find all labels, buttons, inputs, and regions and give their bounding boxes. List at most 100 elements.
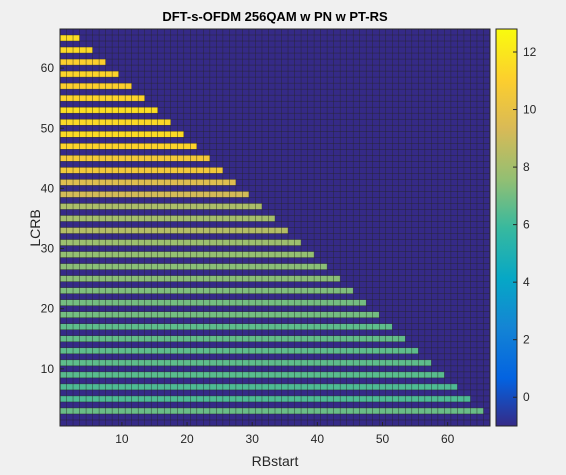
heatmap-cell [183, 287, 191, 294]
heatmap-cell [177, 407, 184, 414]
heatmap-cell [105, 155, 113, 162]
heatmap-cell [183, 191, 191, 198]
heatmap-cell [261, 275, 269, 282]
heatmap-cell [73, 215, 80, 222]
heatmap-cell [66, 83, 74, 90]
heatmap-cell [170, 227, 178, 234]
heatmap-cell [327, 395, 334, 402]
heatmap-cell [359, 311, 367, 318]
heatmap-cell [255, 359, 262, 366]
heatmap-cell [164, 395, 171, 402]
heatmap-cell [385, 347, 393, 354]
heatmap-cell [301, 371, 308, 378]
heatmap-cell [99, 167, 106, 174]
heatmap-cell [216, 323, 223, 330]
heatmap-cell [242, 251, 249, 258]
heatmap-cell [144, 299, 152, 306]
heatmap-cell [294, 239, 302, 246]
heatmap-cell [229, 191, 236, 198]
heatmap-cell [79, 131, 87, 138]
heatmap-cell [170, 239, 178, 246]
heatmap-cell [105, 323, 113, 330]
heatmap-cell [151, 191, 158, 198]
heatmap-cell [268, 359, 275, 366]
heatmap-cell [359, 371, 367, 378]
heatmap-cell [372, 371, 380, 378]
heatmap-cell [138, 155, 145, 162]
heatmap-cell [60, 191, 67, 198]
heatmap-cell [60, 275, 67, 282]
heatmap-cell [203, 227, 210, 234]
heatmap-cell [203, 263, 210, 270]
heatmap-cell [138, 251, 145, 258]
heatmap-cell [294, 371, 302, 378]
heatmap-cell [294, 275, 302, 282]
heatmap-cell [79, 107, 87, 114]
heatmap-cell [60, 131, 67, 138]
heatmap-cell [183, 263, 191, 270]
y-tick-label: 20 [41, 302, 55, 316]
heatmap-cell [164, 371, 171, 378]
heatmap-cell [112, 359, 119, 366]
heatmap-cell [170, 287, 178, 294]
heatmap-cell [92, 83, 100, 90]
heatmap-cell [327, 383, 334, 390]
heatmap-cell [138, 395, 145, 402]
heatmap-cell [92, 311, 100, 318]
heatmap-cell [112, 131, 119, 138]
heatmap-cell [222, 395, 230, 402]
heatmap-cell [144, 383, 152, 390]
heatmap-cell [314, 335, 321, 342]
heatmap-cell [92, 251, 100, 258]
heatmap-cell [118, 131, 126, 138]
heatmap-cell [353, 335, 360, 342]
heatmap-cell [294, 383, 302, 390]
heatmap-cell [372, 383, 380, 390]
heatmap-cell [307, 299, 315, 306]
heatmap-cell [275, 383, 282, 390]
heatmap-cell [66, 239, 74, 246]
heatmap-cell [164, 155, 171, 162]
heatmap-cell [177, 371, 184, 378]
heatmap-cell [209, 323, 217, 330]
heatmap-cell [418, 395, 425, 402]
heatmap-cell [99, 275, 106, 282]
heatmap-cell [138, 299, 145, 306]
heatmap-cell [73, 275, 80, 282]
heatmap-cell [190, 323, 197, 330]
heatmap-cell [294, 347, 302, 354]
heatmap-cell [112, 167, 119, 174]
heatmap-cell [392, 407, 399, 414]
heatmap-cell [209, 179, 217, 186]
heatmap-cell [307, 347, 315, 354]
heatmap-cell [79, 239, 87, 246]
heatmap-cell [301, 263, 308, 270]
heatmap-cell [411, 347, 419, 354]
heatmap-cell [86, 47, 93, 54]
heatmap-cell [183, 203, 191, 210]
heatmap-cell [151, 395, 158, 402]
heatmap-cell [112, 407, 119, 414]
heatmap-cell [398, 383, 406, 390]
heatmap-cell [281, 347, 289, 354]
heatmap-cell [157, 407, 165, 414]
heatmap-cell [301, 383, 308, 390]
heatmap-cell [73, 395, 80, 402]
heatmap-cell [281, 239, 289, 246]
heatmap-cell [275, 371, 282, 378]
heatmap-cell [190, 335, 197, 342]
heatmap-cell [73, 131, 80, 138]
heatmap-cell [255, 371, 262, 378]
heatmap-cell [242, 335, 249, 342]
heatmap-cell [229, 239, 236, 246]
heatmap-cell [131, 215, 139, 222]
heatmap-cell [424, 371, 432, 378]
heatmap-cell [235, 275, 243, 282]
heatmap-cell [268, 299, 275, 306]
heatmap-cell [229, 371, 236, 378]
heatmap-cell [450, 383, 458, 390]
heatmap-cell [92, 143, 100, 150]
heatmap-cell [112, 323, 119, 330]
heatmap-cell [281, 371, 289, 378]
heatmap-cell [209, 347, 217, 354]
